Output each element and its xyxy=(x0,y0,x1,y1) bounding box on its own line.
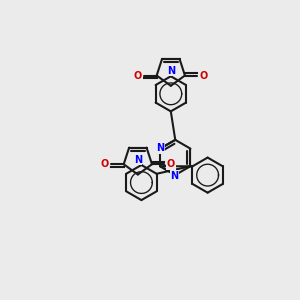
Text: O: O xyxy=(134,70,142,80)
Text: O: O xyxy=(100,159,109,169)
Text: N: N xyxy=(157,143,165,153)
Text: N: N xyxy=(134,155,142,165)
Text: O: O xyxy=(167,159,175,169)
Text: N: N xyxy=(171,171,179,181)
Text: O: O xyxy=(200,70,208,80)
Text: N: N xyxy=(167,66,175,76)
